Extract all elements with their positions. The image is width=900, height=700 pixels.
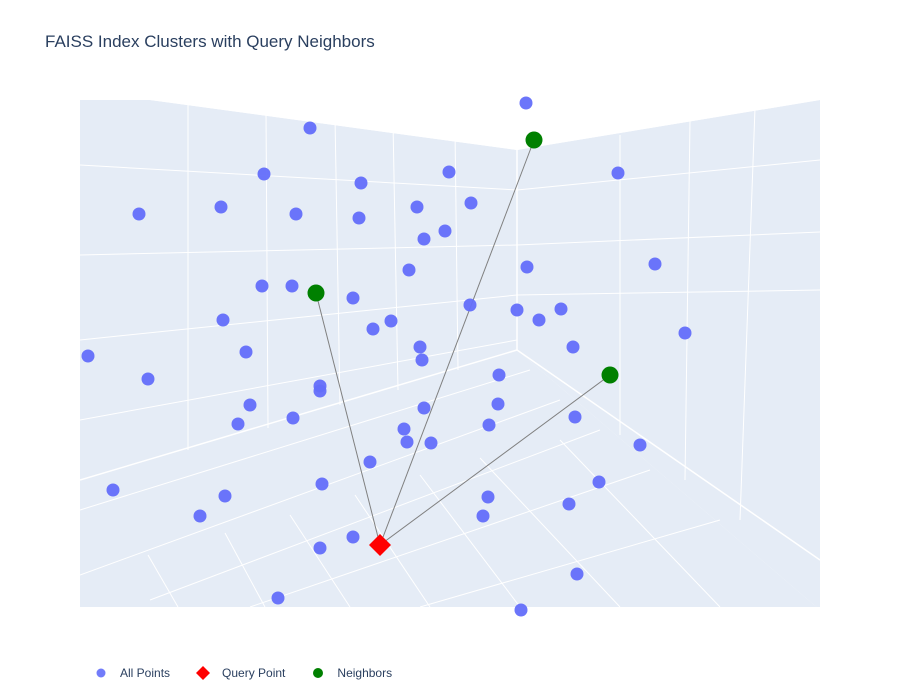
data-point[interactable]	[413, 340, 427, 354]
data-point[interactable]	[415, 353, 429, 367]
data-point[interactable]	[286, 411, 300, 425]
data-point[interactable]	[648, 257, 662, 271]
data-point[interactable]	[442, 165, 456, 179]
points-layer	[81, 96, 692, 617]
data-point[interactable]	[438, 224, 452, 238]
neighbor-link-2	[315, 292, 381, 546]
data-point[interactable]	[81, 349, 95, 363]
data-point[interactable]	[482, 418, 496, 432]
data-point[interactable]	[289, 207, 303, 221]
query-point-diamond[interactable]	[369, 534, 391, 556]
data-point[interactable]	[510, 303, 524, 317]
data-point[interactable]	[354, 176, 368, 190]
data-point[interactable]	[193, 509, 207, 523]
data-point[interactable]	[492, 368, 506, 382]
data-point[interactable]	[592, 475, 606, 489]
back-wall-left	[80, 100, 517, 480]
data-point[interactable]	[243, 398, 257, 412]
data-point[interactable]	[481, 490, 495, 504]
data-point[interactable]	[363, 455, 377, 469]
data-point[interactable]	[570, 567, 584, 581]
data-point[interactable]	[106, 483, 120, 497]
data-point[interactable]	[255, 279, 269, 293]
data-point[interactable]	[216, 313, 230, 327]
data-point[interactable]	[566, 340, 580, 354]
legend-item-neighbors[interactable]: Neighbors	[307, 662, 392, 684]
legend-item-query-point[interactable]: Query Point	[192, 662, 285, 684]
data-point[interactable]	[568, 410, 582, 424]
data-point[interactable]	[520, 260, 534, 274]
data-point[interactable]	[141, 372, 155, 386]
data-point[interactable]	[313, 384, 327, 398]
data-point[interactable]	[257, 167, 271, 181]
data-point[interactable]	[315, 477, 329, 491]
data-point[interactable]	[633, 438, 647, 452]
data-point[interactable]	[285, 279, 299, 293]
data-point[interactable]	[410, 200, 424, 214]
back-wall-right	[517, 100, 820, 607]
data-point[interactable]	[417, 232, 431, 246]
data-point[interactable]	[346, 291, 360, 305]
data-point[interactable]	[397, 422, 411, 436]
data-point[interactable]	[519, 96, 533, 110]
data-point[interactable]	[400, 435, 414, 449]
neighbor-link-1	[379, 139, 535, 546]
neighbor-point-1[interactable]	[525, 131, 543, 149]
data-point[interactable]	[402, 263, 416, 277]
data-point[interactable]	[239, 345, 253, 359]
data-point[interactable]	[514, 603, 528, 617]
legend-item-all-points[interactable]: All Points	[90, 662, 170, 684]
data-point[interactable]	[491, 397, 505, 411]
data-point[interactable]	[231, 417, 245, 431]
gridlines	[80, 103, 820, 607]
legend-diamond-icon	[196, 666, 211, 680]
legend-circle-icon	[96, 668, 106, 678]
legend: All Points Query Point Neighbors	[90, 662, 392, 684]
data-point[interactable]	[218, 489, 232, 503]
scene	[80, 90, 820, 607]
sky-cutout	[150, 90, 820, 150]
data-point[interactable]	[132, 207, 146, 221]
neighbor-links	[315, 139, 611, 546]
data-point[interactable]	[366, 322, 380, 336]
data-point[interactable]	[476, 509, 490, 523]
data-point[interactable]	[424, 436, 438, 450]
legend-label-all-points: All Points	[120, 666, 171, 680]
data-point[interactable]	[352, 211, 366, 225]
data-point[interactable]	[463, 298, 477, 312]
neighbor-point-2[interactable]	[307, 284, 325, 302]
data-point[interactable]	[346, 530, 360, 544]
data-point[interactable]	[417, 401, 431, 415]
data-point[interactable]	[554, 302, 568, 316]
legend-circle-icon	[313, 668, 324, 678]
data-point[interactable]	[532, 313, 546, 327]
legend-label-query-point: Query Point	[222, 666, 286, 680]
data-point[interactable]	[464, 196, 478, 210]
data-point[interactable]	[611, 166, 625, 180]
legend-label-neighbors: Neighbors	[337, 666, 393, 680]
data-point[interactable]	[313, 541, 327, 555]
data-point[interactable]	[562, 497, 576, 511]
data-point[interactable]	[384, 314, 398, 328]
floor-plane	[80, 350, 817, 607]
data-point[interactable]	[678, 326, 692, 340]
data-point[interactable]	[214, 200, 228, 214]
neighbor-link-3	[379, 374, 611, 546]
data-point[interactable]	[271, 591, 285, 605]
chart-title: FAISS Index Clusters with Query Neighbor…	[45, 32, 375, 51]
neighbor-point-3[interactable]	[601, 366, 619, 384]
data-point[interactable]	[303, 121, 317, 135]
